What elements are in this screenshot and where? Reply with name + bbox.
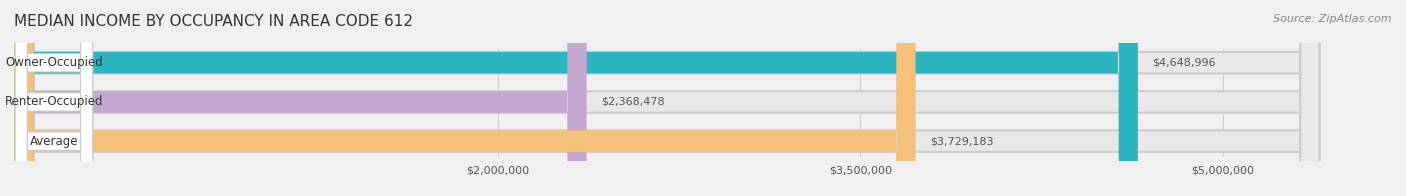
Text: Owner-Occupied: Owner-Occupied (6, 56, 103, 69)
FancyBboxPatch shape (14, 0, 1319, 196)
FancyBboxPatch shape (14, 0, 1319, 196)
FancyBboxPatch shape (15, 0, 93, 196)
FancyBboxPatch shape (14, 0, 1137, 196)
FancyBboxPatch shape (14, 0, 586, 196)
FancyBboxPatch shape (15, 0, 93, 196)
Text: Renter-Occupied: Renter-Occupied (4, 95, 103, 108)
Text: $3,729,183: $3,729,183 (929, 136, 994, 146)
Text: MEDIAN INCOME BY OCCUPANCY IN AREA CODE 612: MEDIAN INCOME BY OCCUPANCY IN AREA CODE … (14, 14, 413, 29)
Text: Source: ZipAtlas.com: Source: ZipAtlas.com (1274, 14, 1392, 24)
Text: Average: Average (30, 135, 79, 148)
FancyBboxPatch shape (15, 0, 93, 196)
FancyBboxPatch shape (14, 0, 1319, 196)
Text: $4,648,996: $4,648,996 (1153, 58, 1216, 68)
Text: $2,368,478: $2,368,478 (602, 97, 665, 107)
FancyBboxPatch shape (14, 0, 915, 196)
